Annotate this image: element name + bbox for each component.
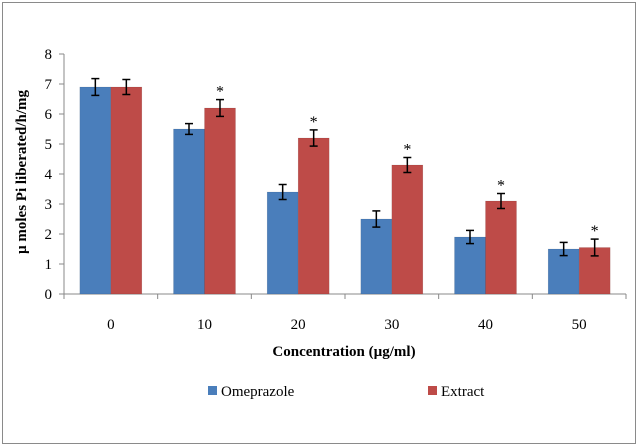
legend-swatch-omeprazole: [208, 386, 217, 395]
x-tick-label: 20: [291, 317, 306, 333]
significance-marker: *: [591, 223, 599, 240]
significance-marker: *: [216, 84, 224, 101]
y-tick-label: 2: [45, 227, 53, 243]
legend-swatch-extract: [428, 386, 437, 395]
bar-extract: [485, 200, 517, 295]
significance-marker: *: [310, 114, 318, 131]
legend-label-omeprazole: Omeprazole: [221, 384, 295, 400]
bar-extract: [204, 107, 236, 295]
bar-extract: [391, 164, 424, 295]
y-tick-label: 3: [45, 197, 53, 213]
x-tick-label: 0: [107, 317, 115, 333]
bar-extract: [297, 137, 330, 295]
bar-omeprazole: [173, 128, 205, 295]
y-tick-label: 6: [45, 107, 53, 123]
x-axis: 0 10 20 30 40 50: [63, 293, 627, 333]
y-tick-label: 4: [45, 167, 53, 183]
significance-markers: * * * * *: [216, 84, 599, 241]
y-tick-label: 7: [45, 77, 53, 93]
y-tick-label: 5: [45, 137, 53, 153]
x-axis-title: Concentration (µg/ml): [272, 344, 415, 360]
bar-omeprazole: [266, 191, 299, 295]
bar-omeprazole: [360, 218, 393, 295]
x-tick-label: 40: [478, 317, 493, 333]
legend-label-extract: Extract: [441, 384, 485, 400]
x-tick-label: 30: [384, 317, 399, 333]
error-bars: [91, 77, 599, 257]
bar-omeprazole: [79, 86, 112, 295]
y-tick-label: 8: [45, 47, 53, 63]
legend: Omeprazole Extract: [208, 384, 485, 400]
y-tick-label: 0: [45, 287, 53, 303]
y-tick-label: 1: [45, 257, 53, 273]
significance-marker: *: [403, 142, 411, 159]
x-tick-label: 10: [197, 317, 212, 333]
bars: [79, 86, 611, 295]
x-tick-label: 50: [572, 317, 587, 333]
significance-marker: *: [497, 178, 505, 195]
bar-extract: [110, 86, 143, 295]
y-axis-title: µ moles Pi liberated/h/mg: [14, 89, 30, 254]
bar-omeprazole: [454, 236, 486, 295]
y-axis: 0 1 2 3 4 5 6 7 8: [45, 47, 65, 303]
